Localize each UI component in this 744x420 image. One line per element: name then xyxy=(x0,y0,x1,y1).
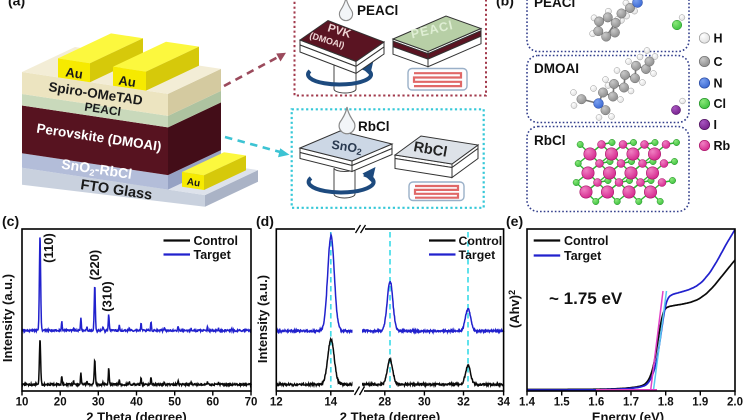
svg-text:RbCl: RbCl xyxy=(534,133,566,148)
svg-text:32: 32 xyxy=(457,397,470,409)
svg-text:PEACl: PEACl xyxy=(357,3,398,18)
svg-text:Control: Control xyxy=(194,234,238,248)
svg-text:50: 50 xyxy=(168,397,181,409)
svg-text:60: 60 xyxy=(206,397,219,409)
svg-text:1.5: 1.5 xyxy=(554,397,571,409)
svg-text:RbCl: RbCl xyxy=(358,119,390,134)
svg-text:(110): (110) xyxy=(41,233,56,263)
svg-text:Cl: Cl xyxy=(714,97,727,111)
svg-text:Au: Au xyxy=(65,64,84,81)
svg-text:(b): (b) xyxy=(496,0,514,9)
svg-text:30: 30 xyxy=(418,397,431,409)
svg-text:2 Theta (degree): 2 Theta (degree) xyxy=(340,410,440,420)
svg-text:1.6: 1.6 xyxy=(588,397,604,409)
svg-text:Au: Au xyxy=(118,73,137,90)
svg-text:28: 28 xyxy=(378,397,391,409)
svg-text:C: C xyxy=(714,55,723,69)
svg-text:Target: Target xyxy=(194,248,232,262)
svg-text:14: 14 xyxy=(324,397,337,409)
svg-text:20: 20 xyxy=(54,397,67,409)
svg-text:(Ahv)2: (Ahv)2 xyxy=(507,290,522,328)
svg-text:RbCl: RbCl xyxy=(412,139,448,161)
svg-text:1.4: 1.4 xyxy=(519,397,536,409)
svg-text:DMOAI: DMOAI xyxy=(534,61,579,76)
svg-text:(c): (c) xyxy=(2,213,19,229)
svg-text:(310): (310) xyxy=(100,281,115,311)
svg-text:Au: Au xyxy=(186,177,201,190)
svg-text:Rb: Rb xyxy=(714,139,731,153)
svg-text:(d): (d) xyxy=(256,213,274,229)
svg-text:40: 40 xyxy=(130,397,143,409)
svg-text:1.7: 1.7 xyxy=(623,397,639,409)
svg-text:~ 1.75 eV: ~ 1.75 eV xyxy=(549,289,623,308)
svg-text:(e): (e) xyxy=(506,213,523,229)
svg-text:Control: Control xyxy=(459,234,503,248)
svg-text:(a): (a) xyxy=(8,0,25,9)
svg-text:H: H xyxy=(714,31,723,45)
svg-text:N: N xyxy=(714,76,723,90)
svg-text:SnO2: SnO2 xyxy=(330,138,363,158)
svg-text:30: 30 xyxy=(92,397,105,409)
svg-text:Target: Target xyxy=(459,248,496,262)
svg-text:I: I xyxy=(714,118,717,132)
svg-text:Target: Target xyxy=(564,249,602,263)
svg-text:PEACl: PEACl xyxy=(534,0,575,10)
svg-text:10: 10 xyxy=(16,397,29,409)
svg-text:2 Theta (degree): 2 Theta (degree) xyxy=(86,410,186,420)
svg-text:1.8: 1.8 xyxy=(658,397,675,409)
svg-text:70: 70 xyxy=(245,397,258,409)
svg-text:1.9: 1.9 xyxy=(692,397,708,409)
svg-text:PEACl: PEACl xyxy=(84,100,122,119)
svg-text:Intensity (a.u.): Intensity (a.u.) xyxy=(0,274,15,362)
svg-text:12: 12 xyxy=(270,397,283,409)
svg-text:Energy (eV): Energy (eV) xyxy=(592,410,664,420)
svg-text:Intensity (a.u.): Intensity (a.u.) xyxy=(255,275,270,363)
svg-text:(220): (220) xyxy=(87,250,102,280)
svg-text:34: 34 xyxy=(497,397,510,409)
svg-text:Control: Control xyxy=(564,234,608,248)
svg-text:2.0: 2.0 xyxy=(727,397,743,409)
